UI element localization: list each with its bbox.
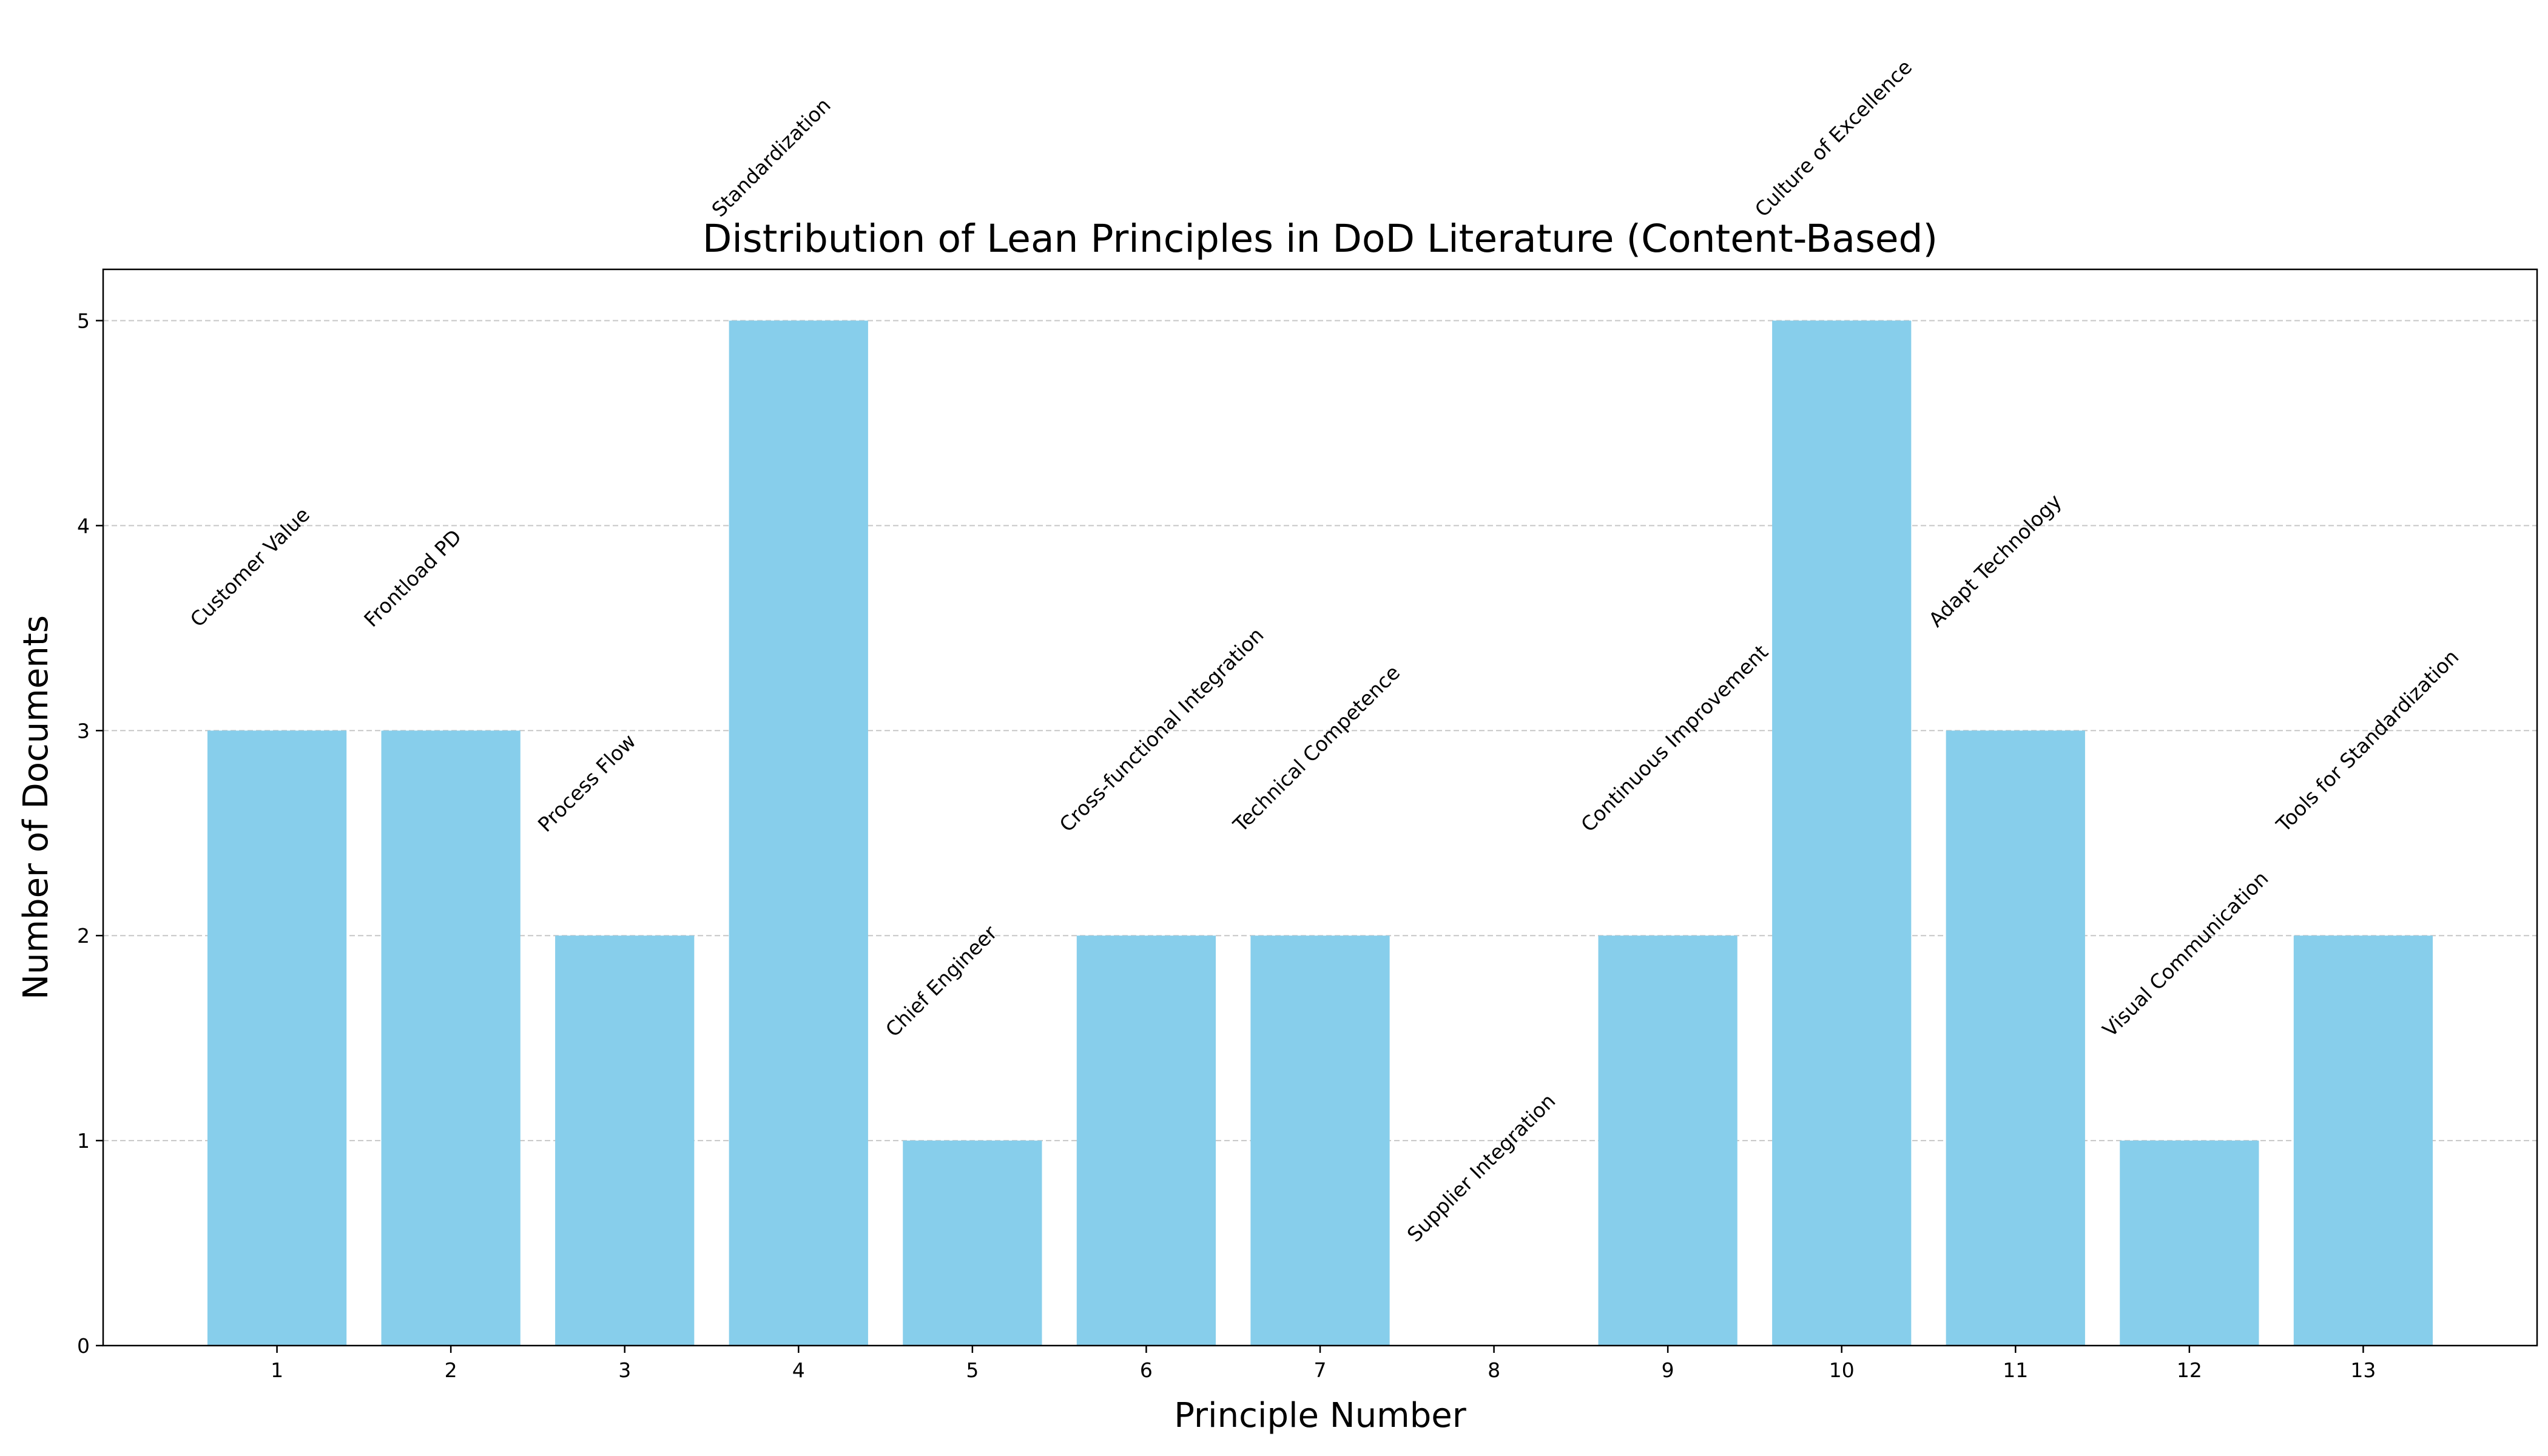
bar-label: Cross-functional Integration — [1055, 623, 1269, 837]
bar-label: Technical Competence — [1228, 661, 1404, 837]
y-tick-label: 4 — [77, 514, 90, 538]
bar — [1250, 935, 1390, 1346]
bars — [207, 320, 2433, 1346]
bar-label: Culture of Excellence — [1750, 55, 1916, 221]
bar-label: Tools for Standardization — [2271, 645, 2464, 837]
x-tick-label: 2 — [445, 1358, 457, 1382]
x-tick-label: 8 — [1488, 1358, 1500, 1382]
bar-label: Process Flow — [533, 729, 641, 837]
bar-label: Visual Communication — [2098, 866, 2273, 1042]
y-tick-label: 5 — [77, 309, 90, 332]
y-tick-label: 0 — [77, 1334, 90, 1358]
x-tick-label: 9 — [1662, 1358, 1674, 1382]
bar-label: Adapt Technology — [1924, 490, 2066, 632]
bar-label: Frontload PD — [359, 525, 466, 632]
bar-label: Customer Value — [186, 503, 314, 632]
x-tick-label: 5 — [966, 1358, 979, 1382]
bar — [2120, 1141, 2259, 1346]
bar-label: Supplier Integration — [1403, 1089, 1560, 1247]
y-tick-label: 2 — [77, 924, 90, 948]
bar — [207, 730, 347, 1346]
bar — [555, 935, 695, 1346]
x-tick-label: 12 — [2177, 1358, 2202, 1382]
bar-label: Continuous Improvement — [1576, 640, 1773, 837]
bar-label: Chief Engineer — [881, 920, 1002, 1041]
y-axis-label: Number of Documents — [16, 615, 56, 1000]
x-tick-label: 1 — [271, 1358, 283, 1382]
x-axis-label: Principle Number — [1174, 1396, 1467, 1435]
chart-title: Distribution of Lean Principles in DoD L… — [703, 217, 1938, 261]
x-tick-label: 7 — [1314, 1358, 1327, 1382]
bar — [2293, 935, 2433, 1346]
bar — [1772, 320, 1912, 1346]
x-tick-label: 3 — [618, 1358, 631, 1382]
bar-label: Standardization — [707, 93, 835, 221]
bar — [1598, 935, 1737, 1346]
bar — [903, 1141, 1042, 1346]
x-tick-label: 13 — [2350, 1358, 2376, 1382]
x-tick-label: 11 — [2003, 1358, 2028, 1382]
bar — [1946, 730, 2085, 1346]
bar — [729, 320, 868, 1346]
bar — [1076, 935, 1216, 1346]
bar — [381, 730, 521, 1346]
x-tick-label: 6 — [1140, 1358, 1153, 1382]
x-tick-label: 4 — [792, 1358, 805, 1382]
y-tick-label: 1 — [77, 1129, 90, 1153]
y-tick-label: 3 — [77, 719, 90, 743]
x-tick-label: 10 — [1829, 1358, 1855, 1382]
